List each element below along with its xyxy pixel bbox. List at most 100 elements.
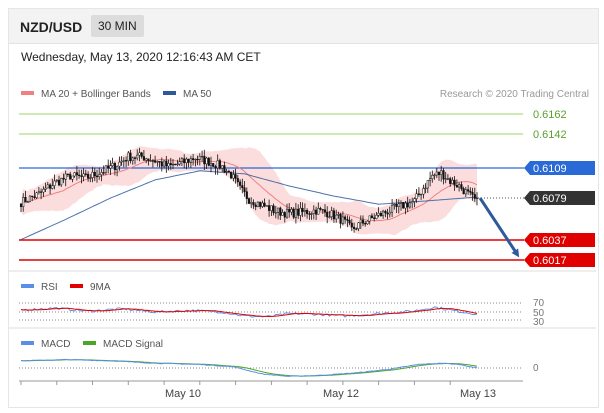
- x-tick-label-may10: May 10: [165, 388, 201, 400]
- candle-body: [440, 170, 443, 176]
- candle-body: [290, 209, 293, 213]
- candle: [292, 207, 295, 220]
- candle-body: [214, 166, 217, 169]
- candle-body: [475, 197, 479, 200]
- candle-body: [35, 192, 38, 198]
- candle: [225, 168, 228, 176]
- candle-body: [116, 166, 119, 171]
- candle-body: [51, 185, 54, 189]
- candle-body: [471, 192, 474, 195]
- candle-body: [24, 197, 27, 203]
- candle: [442, 168, 445, 185]
- candle-body: [129, 152, 132, 161]
- candle: [368, 215, 371, 225]
- candle-body: [37, 191, 40, 193]
- candle: [156, 160, 159, 167]
- legend-swatch-rsi-ma: [70, 284, 83, 288]
- candle-body: [312, 209, 315, 214]
- candle-body: [80, 175, 83, 177]
- main-legend: MA 20 + Bollinger Bands MA 50 Research ©…: [21, 89, 589, 100]
- candle-body: [393, 203, 396, 206]
- candle-body: [272, 205, 275, 213]
- candle: [317, 202, 320, 215]
- candle-body: [288, 208, 291, 213]
- candle-body: [431, 175, 434, 179]
- candle: [100, 169, 103, 182]
- candle: [247, 197, 251, 204]
- candle-body: [78, 174, 81, 177]
- candle: [120, 156, 123, 166]
- level-label-0.6079: 0.6079: [533, 193, 567, 205]
- candle: [214, 164, 217, 175]
- candle-body: [40, 191, 43, 193]
- candle-body: [33, 196, 36, 198]
- candle-body: [277, 207, 280, 213]
- candle-body: [89, 177, 92, 179]
- level-label-0.6109: 0.6109: [533, 163, 567, 175]
- candle-body: [301, 207, 304, 212]
- candle-body: [174, 163, 177, 166]
- candle: [104, 165, 107, 176]
- candle: [386, 208, 389, 220]
- candle-body: [422, 188, 425, 195]
- candle-body: [292, 209, 295, 218]
- candle-body: [178, 161, 181, 165]
- candle-body: [270, 205, 273, 211]
- bollinger-band-fill: [21, 146, 477, 236]
- candle: [234, 168, 237, 184]
- candle: [165, 156, 168, 173]
- candle-body: [268, 205, 271, 211]
- macd-signal-path: [20, 359, 478, 377]
- candle: [129, 149, 132, 164]
- candle: [361, 215, 365, 227]
- candle: [227, 169, 230, 173]
- candle-body: [57, 179, 61, 186]
- chart-header: NZD/USD 30 MIN: [9, 9, 598, 44]
- candle: [263, 198, 266, 208]
- x-tick-label-may13: May 13: [460, 388, 496, 400]
- candle-body: [467, 189, 470, 192]
- candle: [91, 167, 94, 183]
- candle: [274, 206, 277, 219]
- candle-body: [359, 219, 362, 224]
- candle: [183, 154, 186, 169]
- candle: [223, 161, 226, 173]
- candle-body: [53, 180, 56, 186]
- candle: [370, 213, 373, 219]
- candle: [198, 153, 201, 166]
- candle-body: [281, 212, 284, 216]
- candle: [239, 179, 242, 190]
- candle-body: [145, 158, 148, 161]
- candle: [19, 203, 23, 213]
- timeframe-badge[interactable]: 30 MIN: [91, 15, 144, 37]
- price-levels: [19, 113, 524, 261]
- chart-frame: NZD/USD 30 MIN Wednesday, May 13, 2020 1…: [8, 8, 599, 408]
- candle: [60, 177, 63, 187]
- candle-body: [328, 216, 331, 218]
- level-tag-0.6017: [524, 253, 595, 267]
- candle: [285, 203, 289, 219]
- candle: [473, 187, 476, 202]
- candle-body: [149, 160, 152, 162]
- candle-body: [243, 187, 246, 192]
- candle: [174, 163, 177, 166]
- candle-body: [167, 163, 170, 167]
- candle-body: [348, 220, 351, 224]
- candle-body: [279, 207, 282, 216]
- candle: [138, 147, 141, 162]
- candle-body: [375, 214, 378, 219]
- candle-body: [283, 212, 286, 218]
- candle-body: [236, 178, 239, 183]
- candle-body: [176, 163, 179, 166]
- candle-body: [455, 185, 458, 188]
- candle-body: [323, 209, 327, 213]
- rsi-level-30: 30: [533, 317, 545, 328]
- candle-body: [408, 202, 411, 208]
- candle: [44, 182, 47, 192]
- candle-body: [107, 165, 110, 169]
- candle-body: [109, 165, 112, 169]
- candle-body: [169, 163, 172, 166]
- candle-body: [205, 157, 208, 165]
- candle-body: [154, 160, 157, 163]
- candle: [232, 170, 235, 182]
